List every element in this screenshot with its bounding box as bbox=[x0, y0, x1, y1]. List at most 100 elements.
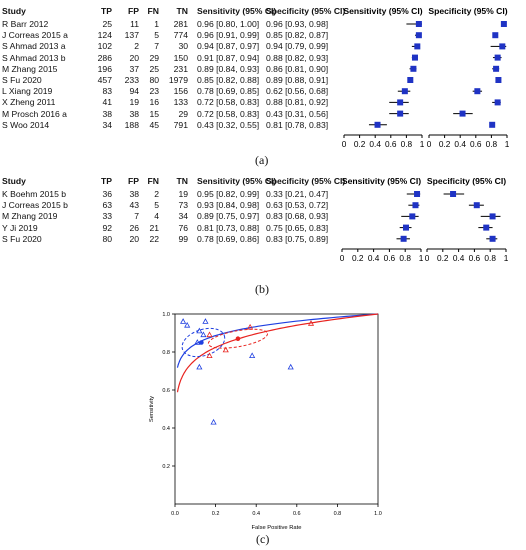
x-tick-label: 0.2 bbox=[212, 511, 220, 517]
x-axis-label: False Positive Rate bbox=[252, 525, 302, 531]
point-estimate bbox=[494, 99, 501, 106]
tn-value: 231 bbox=[173, 63, 188, 74]
specificity-value: 0.43 [0.31, 0.56] bbox=[266, 108, 329, 119]
study-point bbox=[180, 318, 187, 324]
study-name: M Zhang 2015 bbox=[2, 63, 58, 74]
point-estimate bbox=[414, 191, 421, 197]
study-name: S Ahmad 2013 b bbox=[2, 52, 66, 63]
study-name: S Woo 2014 bbox=[2, 119, 50, 130]
fp-value: 188 bbox=[124, 119, 139, 130]
specificity-value: 0.85 [0.82, 0.87] bbox=[266, 30, 329, 41]
sensitivity-value: 0.43 [0.32, 0.55] bbox=[197, 119, 260, 130]
tn-header: TN bbox=[176, 176, 188, 186]
fn-value: 5 bbox=[154, 200, 159, 211]
point-estimate bbox=[397, 99, 404, 106]
study-name: Y Ji 2019 bbox=[2, 222, 38, 233]
specificity-value: 0.96 [0.93, 0.98] bbox=[266, 19, 329, 29]
tp-value: 33 bbox=[102, 211, 112, 222]
y-tick-label: 0.4 bbox=[162, 426, 170, 432]
fn-value: 45 bbox=[149, 119, 159, 130]
point-estimate bbox=[473, 202, 480, 209]
tn-value: 133 bbox=[173, 97, 188, 108]
fn-header: FN bbox=[147, 6, 159, 16]
study-point bbox=[184, 321, 191, 328]
sensitivity-value: 0.96 [0.91, 0.99] bbox=[197, 30, 260, 41]
study-point bbox=[247, 323, 254, 330]
y-tick-label: 0.2 bbox=[162, 464, 170, 470]
point-estimate bbox=[402, 224, 409, 231]
tp-value: 83 bbox=[102, 86, 112, 97]
tp-value: 34 bbox=[102, 119, 112, 130]
fn-value: 5 bbox=[154, 30, 159, 41]
fn-header: FN bbox=[147, 176, 159, 186]
fp-value: 2 bbox=[134, 41, 139, 52]
x-tick-label: 1.0 bbox=[374, 511, 382, 517]
study-point bbox=[206, 352, 213, 358]
point-estimate bbox=[414, 43, 421, 50]
study-name: X Zheng 2011 bbox=[2, 97, 56, 108]
study-point bbox=[206, 331, 213, 338]
study-header: Study bbox=[2, 176, 26, 186]
study-point bbox=[196, 327, 203, 334]
point-estimate bbox=[489, 121, 496, 128]
specificity-value: 0.88 [0.82, 0.93] bbox=[266, 52, 329, 63]
point-estimate bbox=[415, 32, 422, 39]
sensitivity-header: Sensitivity (95% CI) bbox=[197, 6, 277, 16]
point-estimate bbox=[401, 88, 408, 95]
study-point bbox=[249, 352, 256, 358]
x-tick-label: 0.6 bbox=[385, 139, 397, 149]
plot-header: Specificity (95% CI) bbox=[428, 6, 507, 16]
specificity-value: 0.89 [0.88, 0.91] bbox=[266, 75, 329, 85]
x-tick-label: 0.4 bbox=[453, 253, 465, 263]
y-axis-label: Sensitivity bbox=[149, 396, 155, 422]
sensitivity-value: 0.81 [0.73, 0.88] bbox=[197, 222, 260, 233]
x-tick-label: 0.8 bbox=[484, 253, 496, 263]
study-header: Study bbox=[2, 6, 26, 16]
sensitivity-value: 0.72 [0.58, 0.83] bbox=[197, 97, 260, 108]
sensitivity-value: 0.89 [0.75, 0.97] bbox=[197, 211, 260, 222]
point-estimate bbox=[495, 77, 502, 83]
tp-value: 25 bbox=[102, 19, 112, 29]
specificity-value: 0.75 [0.65, 0.83] bbox=[266, 222, 329, 233]
x-tick-label: 1 bbox=[420, 139, 425, 149]
x-tick-label: 0.6 bbox=[384, 253, 396, 263]
point-estimate bbox=[489, 213, 496, 220]
tp-value: 102 bbox=[97, 41, 112, 52]
confidence-region-red bbox=[207, 328, 269, 349]
point-estimate bbox=[492, 32, 499, 39]
study-point bbox=[287, 363, 294, 370]
sensitivity-value: 0.85 [0.82, 0.88] bbox=[197, 75, 260, 85]
plot-header: Sensitivity (95% CI) bbox=[343, 6, 422, 16]
tn-value: 73 bbox=[178, 200, 188, 211]
x-tick-label: 0.8 bbox=[334, 511, 342, 517]
x-tick-label: 0.2 bbox=[439, 139, 451, 149]
point-estimate bbox=[412, 202, 419, 209]
x-tick-label: 1 bbox=[419, 253, 424, 263]
summary-point bbox=[235, 336, 241, 341]
study-name: M Prosch 2016 a bbox=[2, 108, 67, 119]
fp-value: 20 bbox=[129, 233, 139, 244]
fp-value: 11 bbox=[130, 19, 139, 29]
tn-value: 19 bbox=[178, 189, 188, 199]
caption-a: (a) bbox=[255, 153, 269, 167]
x-tick-label: 0.8 bbox=[399, 253, 411, 263]
x-tick-label: 0 bbox=[427, 139, 432, 149]
fn-value: 15 bbox=[149, 108, 159, 119]
tn-value: 99 bbox=[178, 233, 188, 244]
y-tick-label: 0.8 bbox=[162, 350, 170, 356]
x-tick-label: 0.8 bbox=[401, 139, 413, 149]
sroc-plot-panel: 0.0 0.2 0.4 0.6 0.8 1.0 1.0 0.8 0.6 0.4 0.2 False P… bbox=[0, 300, 526, 550]
x-tick-label: 0.6 bbox=[470, 139, 482, 149]
sensitivity-value: 0.72 [0.58, 0.83] bbox=[197, 108, 260, 119]
x-tick-label: 0 bbox=[342, 139, 347, 149]
fp-value: 7 bbox=[134, 211, 139, 222]
point-estimate bbox=[409, 213, 416, 220]
sensitivity-forest-plot-a: Sensitivity (95% CI) 0 0.2 0.4 0.6 0.8 1 bbox=[342, 6, 425, 149]
point-estimate bbox=[459, 110, 466, 117]
x-tick-label: 0.8 bbox=[486, 139, 498, 149]
tn-value: 76 bbox=[178, 222, 188, 233]
study-point bbox=[194, 339, 201, 345]
fn-value: 16 bbox=[149, 97, 159, 108]
point-estimate bbox=[500, 21, 507, 27]
tn-value: 29 bbox=[178, 108, 188, 119]
